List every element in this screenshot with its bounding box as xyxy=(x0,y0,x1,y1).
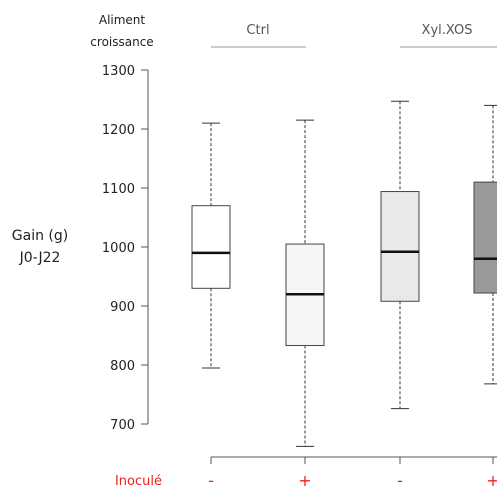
box-1 xyxy=(191,122,231,369)
box-iqr xyxy=(191,205,231,289)
y-tick-label: 1000 xyxy=(102,241,135,256)
factor-label-line1: Aliment xyxy=(99,13,146,27)
inoculation-mark: + xyxy=(298,471,311,488)
y-tick-label: 1300 xyxy=(102,64,135,79)
group-label-xyl: Xyl.XOS xyxy=(422,23,473,38)
box-4 xyxy=(473,104,497,385)
y-axis-label-line1: Gain (g) xyxy=(12,228,68,244)
factor-label-line2: croissance xyxy=(90,35,153,49)
y-tick-label: 700 xyxy=(110,418,135,433)
box-2 xyxy=(285,119,325,447)
y-axis-label-line2: J0-J22 xyxy=(19,250,61,266)
x-axis xyxy=(210,456,497,464)
y-tick-label: 1100 xyxy=(102,182,135,197)
box-iqr xyxy=(380,191,420,302)
box-iqr xyxy=(473,181,497,294)
inocule-row-label: Inoculé xyxy=(115,474,162,488)
y-tick-label: 800 xyxy=(110,359,135,374)
group-label-ctrl: Ctrl xyxy=(246,23,269,38)
y-tick-label: 1200 xyxy=(102,123,135,138)
y-tick-label: 900 xyxy=(110,300,135,315)
box-series xyxy=(191,100,497,447)
y-axis: 700 800 900 1000 1100 1200 1300 xyxy=(102,64,149,433)
box-3 xyxy=(380,100,420,410)
inoculation-marks: - + - + xyxy=(208,471,497,488)
inoculation-mark: - xyxy=(208,471,214,488)
inoculation-mark: + xyxy=(486,471,497,488)
inoculation-mark: - xyxy=(397,471,403,488)
